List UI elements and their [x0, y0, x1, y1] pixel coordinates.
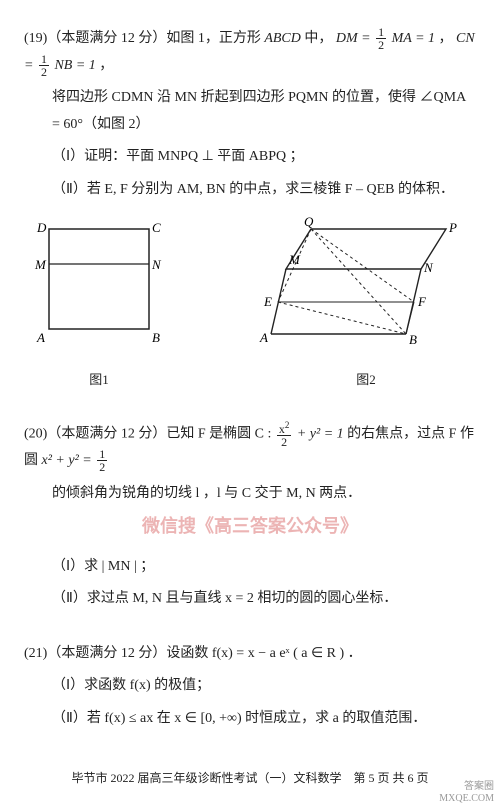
fig1-label: 图1	[24, 368, 174, 393]
svg-text:N: N	[423, 260, 434, 275]
svg-text:F: F	[417, 294, 427, 309]
svg-text:C: C	[152, 220, 161, 235]
text: (19)（本题满分 12 分）如图 1，正方形	[24, 31, 264, 46]
svg-text:A: A	[259, 330, 268, 345]
text: 中，	[304, 31, 332, 46]
figure-2: Q P M N E F A B 图2	[256, 214, 476, 393]
corner-line1: 答案圈	[439, 781, 494, 793]
problem-19: (19)（本题满分 12 分）如图 1，正方形 ABCD 中， DM = 1 2…	[24, 26, 476, 393]
fraction-half: 1 2	[376, 26, 386, 51]
svg-text:D: D	[36, 220, 47, 235]
fig2-svg: Q P M N E F A B	[256, 214, 476, 354]
p20-line2: 的倾斜角为锐角的切线 l ，l 与 C 交于 M, N 两点．	[24, 481, 476, 508]
fig1-svg: D C M N A B	[24, 214, 174, 354]
text: ，	[439, 31, 453, 46]
denom: 2	[277, 436, 292, 448]
svg-text:Q: Q	[304, 214, 314, 229]
p20-q2: （Ⅱ）求过点 M, N 且与直线 x = 2 相切的圆的圆心坐标．	[24, 586, 476, 613]
ma: MA = 1	[392, 31, 435, 46]
fig2-label: 图2	[256, 368, 476, 393]
page-footer: 毕节市 2022 届高三年级诊断性考试（一）文科数学 第 5 页 共 6 页	[24, 767, 476, 790]
p21-q1: （Ⅰ）求函数 f(x) 的极值；	[24, 673, 476, 700]
svg-text:B: B	[152, 330, 160, 345]
p21-q2: （Ⅱ）若 f(x) ≤ ax 在 x ∈ [0, +∞) 时恒成立，求 a 的取…	[24, 706, 476, 733]
p19-q1: （Ⅰ）证明：平面 MNPQ ⊥ 平面 ABPQ ；	[24, 144, 476, 171]
p20-q1: （Ⅰ）求 | MN | ；	[24, 554, 476, 581]
p19-header: (19)（本题满分 12 分）如图 1，正方形 ABCD 中， DM = 1 2…	[24, 26, 476, 79]
numer: x2	[277, 421, 292, 436]
text: ，	[99, 58, 113, 73]
fraction-half: 1 2	[39, 53, 49, 78]
denom: 2	[39, 66, 49, 78]
circle-frac: 1 2	[97, 448, 107, 473]
p19-q2: （Ⅱ）若 E, F 分别为 AM, BN 的中点，求三棱锥 F – QEB 的体…	[24, 177, 476, 204]
p19-fold: 将四边形 CDMN 沿 MN 折起到四边形 PQMN 的位置，使得 ∠QMA =…	[24, 85, 476, 138]
p21-header: (21)（本题满分 12 分）设函数 f(x) = x − a eˣ ( a ∈…	[24, 641, 476, 668]
ellipse-frac: x2 2	[277, 421, 292, 448]
svg-text:P: P	[448, 220, 457, 235]
denom: 2	[97, 461, 107, 473]
svg-text:N: N	[151, 257, 162, 272]
svg-text:B: B	[409, 332, 417, 347]
svg-text:M: M	[34, 257, 47, 272]
watermark-text: 微信搜《高三答案公众号》	[24, 509, 476, 543]
numer: 1	[39, 53, 49, 66]
figure-1: D C M N A B 图1	[24, 214, 174, 393]
svg-text:E: E	[263, 294, 272, 309]
dm: DM =	[336, 31, 374, 46]
abcd: ABCD	[264, 31, 301, 46]
nb: NB = 1	[54, 58, 95, 73]
corner-line2: MXQE.COM	[439, 793, 494, 805]
ell-rhs: + y² = 1	[297, 427, 344, 442]
corner-watermark: 答案圈 MXQE.COM	[439, 781, 494, 805]
problem-20: (20)（本题满分 12 分）已知 F 是椭圆 C : x2 2 + y² = …	[24, 421, 476, 613]
text: (20)（本题满分 12 分）已知 F 是椭圆 C :	[24, 427, 271, 442]
svg-text:A: A	[36, 330, 45, 345]
problem-21: (21)（本题满分 12 分）设函数 f(x) = x − a eˣ ( a ∈…	[24, 641, 476, 733]
circ-lhs: x² + y² =	[42, 453, 92, 468]
svg-text:M: M	[288, 252, 301, 267]
denom: 2	[376, 39, 386, 51]
p19-figures: D C M N A B 图1	[24, 214, 476, 393]
p20-header: (20)（本题满分 12 分）已知 F 是椭圆 C : x2 2 + y² = …	[24, 421, 476, 475]
